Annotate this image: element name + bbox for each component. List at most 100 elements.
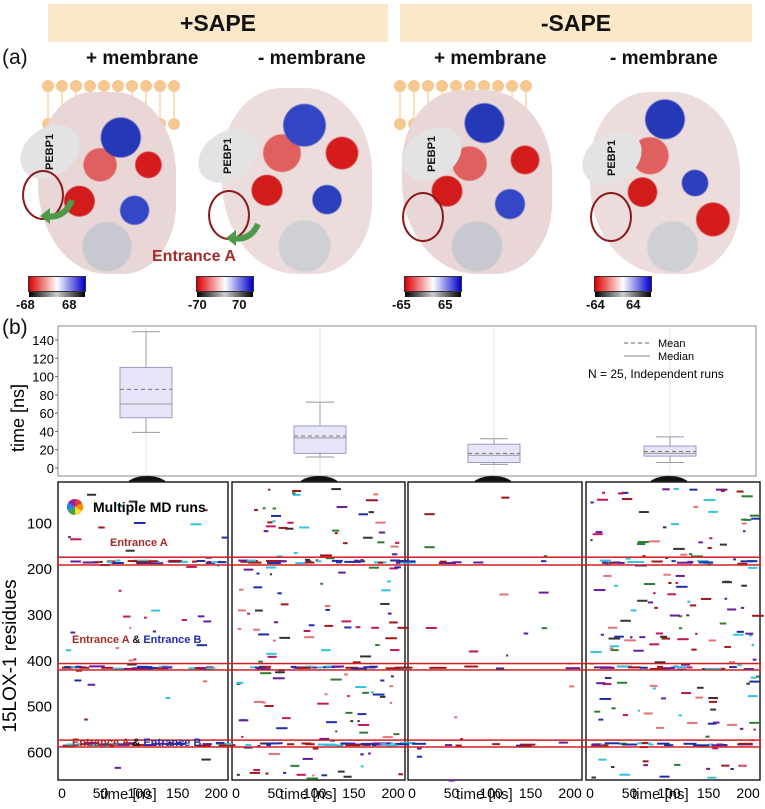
contact-dot — [719, 543, 727, 546]
contact-dot — [296, 773, 306, 776]
contact-dot — [303, 630, 311, 633]
contact-dot — [125, 549, 135, 552]
contact-dot — [680, 553, 688, 556]
contact-hotspot-dot — [332, 665, 345, 668]
contact-dot — [326, 721, 337, 724]
colorbar-1 — [28, 276, 86, 297]
contact-hotspot-dot — [131, 743, 147, 746]
contact-dot — [686, 666, 693, 669]
contact-dot — [698, 541, 703, 544]
contact-dot — [686, 614, 690, 617]
contact-hotspot-dot — [215, 741, 225, 744]
contact-hotspot-dot — [168, 559, 183, 562]
contact-dot — [660, 635, 668, 638]
contact-xtick: 0 — [408, 785, 416, 801]
panel-b-label: (b) — [2, 316, 28, 339]
contact-dot — [119, 505, 124, 508]
contact-hotspot-dot — [168, 741, 173, 744]
entrance-a-annotation: Entrance A — [110, 537, 168, 549]
contact-dot — [624, 639, 637, 642]
contact-dot — [695, 696, 703, 699]
contact-dot — [128, 500, 138, 503]
contact-dot — [689, 488, 698, 491]
contact-hotspot-dot — [390, 559, 400, 562]
contact-hotspot-dot — [124, 742, 134, 745]
contact-hotspot-dot — [115, 559, 121, 562]
contact-hotspot-dot — [267, 562, 281, 565]
contact-hotspot-dot — [452, 561, 462, 564]
contact-dot — [197, 615, 205, 618]
contact-dot — [216, 564, 220, 567]
contact-dot — [269, 573, 272, 576]
contact-hotspot-dot — [188, 667, 196, 670]
contact-xtick: 100 — [127, 785, 151, 801]
contact-hotspot-dot — [262, 665, 271, 668]
contact-dot — [324, 624, 334, 627]
panel-a-label: (a) — [2, 46, 28, 69]
contact-hotspot-dot — [206, 667, 216, 670]
contact-dot — [673, 547, 685, 550]
contact-panel-d — [585, 481, 761, 781]
pebp1-label-1: PEBP1 — [43, 133, 56, 171]
contact-dot — [258, 660, 263, 663]
contact-dot — [272, 520, 276, 523]
contact-dot — [350, 720, 354, 723]
contact-hotspot-dot — [101, 666, 114, 669]
contact-dot — [236, 773, 240, 776]
contact-hotspot-dot — [323, 744, 338, 747]
contact-dot — [267, 521, 273, 524]
contact-dot — [703, 499, 716, 502]
contact-dot — [752, 658, 757, 661]
contact-dot — [739, 727, 744, 730]
contact-hotspot-dot — [137, 666, 153, 669]
box-body-b — [293, 425, 347, 454]
contact-ytick: 300 — [27, 607, 52, 624]
contact-dot — [710, 708, 717, 711]
contact-dot — [712, 721, 720, 724]
contact-hotspot-dot — [109, 744, 114, 747]
contact-dot — [368, 566, 379, 569]
contact-hotspot-dot — [336, 744, 344, 747]
contact-xtick: 100 — [303, 785, 327, 801]
contact-dot — [253, 628, 260, 631]
contact-hotspot-dot — [287, 743, 295, 746]
contact-dot — [70, 538, 82, 541]
contact-hotspot-dot — [720, 667, 726, 670]
contact-dot — [741, 584, 748, 587]
contact-dot — [312, 747, 319, 750]
contact-dot — [492, 743, 501, 746]
contact-dot — [741, 518, 748, 521]
contact-hotspot-dot — [599, 559, 611, 562]
boxplot-ylabel: time [ns] — [8, 384, 28, 452]
contact-dot — [737, 562, 748, 565]
contact-dot — [737, 664, 742, 667]
contact-dot — [390, 675, 394, 678]
contact-dot — [594, 710, 601, 713]
contact-hotspot-dot — [217, 561, 227, 564]
contact-hotspot-dot — [399, 667, 411, 670]
contact-hotspot-dot — [304, 665, 313, 668]
contact-dot — [611, 766, 615, 769]
contact-dot — [262, 701, 266, 704]
contact-dot — [637, 541, 649, 544]
contact-dot — [203, 620, 212, 623]
contact-hotspot-dot — [64, 666, 70, 669]
contact-dot — [87, 493, 97, 496]
contact-dot — [643, 712, 653, 715]
contact-xtick: 150 — [342, 785, 366, 801]
contact-dot — [448, 779, 455, 782]
contact-hotspot-dot — [196, 559, 206, 562]
contact-dot — [285, 527, 294, 530]
entrance-ring-1 — [22, 170, 64, 220]
contact-dot — [712, 747, 719, 750]
contact-dot — [708, 697, 718, 700]
contact-dot — [370, 691, 374, 694]
contact-dot — [202, 680, 208, 683]
contact-dot — [355, 686, 367, 689]
contact-dot — [258, 633, 269, 636]
colorbar-4-max: 64 — [626, 297, 641, 312]
color-wheel-icon — [66, 498, 84, 516]
contact-hotspot-dot — [266, 744, 271, 747]
contact-dot — [687, 600, 691, 603]
contact-ytick: 600 — [27, 744, 52, 761]
